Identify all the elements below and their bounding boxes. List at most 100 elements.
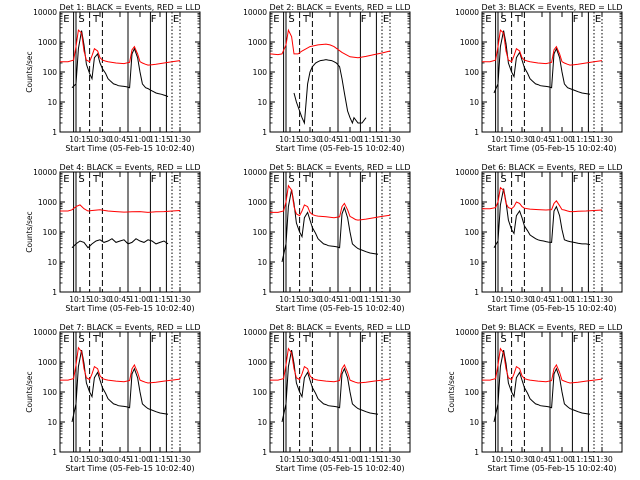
x-axis-label-4: Start Time (05-Feb-15 10:02:40) (65, 304, 194, 313)
region-label-1-3: F (151, 14, 157, 25)
x-tick-label-1-0: 10:15 (69, 135, 91, 144)
x-axis-label-7: Start Time (05-Feb-15 10:02:40) (65, 464, 194, 473)
series-line-3-0 (493, 30, 591, 95)
region-label-8-0: E (273, 334, 279, 345)
x-tick-label-5-2: 10:45 (319, 295, 341, 304)
x-tick-label-5-4: 11:15 (359, 295, 381, 304)
x-tick-label-5-3: 11:00 (339, 295, 361, 304)
x-axis-label-3: Start Time (05-Feb-15 10:02:40) (487, 144, 616, 153)
chart-title-1: Det 1: BLACK = Events, RED = LLD (60, 3, 201, 12)
series-line-8-0 (281, 350, 379, 423)
y-tick-label-3-2: 100 (465, 68, 480, 77)
region-label-4-1: S (78, 174, 84, 185)
plot-frame-4 (59, 171, 201, 293)
x-tick-label-1-2: 10:45 (109, 135, 131, 144)
region-label-4-4: E (173, 174, 179, 185)
y-tick-label-8-0: 1 (262, 448, 267, 457)
region-label-9-4: E (595, 334, 601, 345)
region-label-5-4: E (383, 174, 389, 185)
x-tick-label-8-3: 11:00 (339, 455, 361, 464)
series-line-2-0 (293, 59, 367, 125)
region-label-7-2: T (92, 334, 100, 345)
x-tick-label-2-0: 10:15 (279, 135, 301, 144)
x-tick-label-4-4: 11:15 (149, 295, 171, 304)
y-tick-label-8-2: 100 (253, 388, 268, 397)
x-tick-label-8-2: 10:45 (319, 455, 341, 464)
x-tick-label-3-0: 10:15 (491, 135, 513, 144)
region-label-5-3: F (361, 174, 367, 185)
y-axis-label-9: Counts/sec (447, 371, 456, 412)
y-tick-label-3-3: 1000 (460, 38, 479, 47)
x-tick-label-7-1: 10:30 (89, 455, 111, 464)
region-label-9-2: T (514, 334, 522, 345)
x-tick-label-9-3: 11:00 (551, 455, 573, 464)
y-tick-label-1-3: 1000 (38, 38, 57, 47)
x-tick-label-9-0: 10:15 (491, 455, 513, 464)
region-label-7-0: E (63, 334, 69, 345)
region-label-1-2: T (92, 14, 100, 25)
x-tick-label-9-5: 11:30 (591, 455, 613, 464)
plot-frame-8 (269, 331, 411, 453)
x-axis-label-6: Start Time (05-Feb-15 10:02:40) (487, 304, 616, 313)
region-label-4-0: E (63, 174, 69, 185)
y-tick-label-4-0: 1 (52, 288, 57, 297)
y-tick-label-9-1: 10 (469, 418, 479, 427)
y-tick-label-2-2: 100 (253, 68, 268, 77)
region-label-2-4: E (383, 14, 389, 25)
region-label-5-0: E (273, 174, 279, 185)
region-label-1-1: S (78, 14, 84, 25)
series-line-5-0 (281, 189, 379, 263)
series-line-1-1 (60, 29, 181, 66)
x-tick-label-9-4: 11:15 (571, 455, 593, 464)
x-tick-label-4-1: 10:30 (89, 295, 111, 304)
x-tick-label-3-2: 10:45 (531, 135, 553, 144)
region-label-4-2: T (92, 174, 100, 185)
chart-title-8: Det 8: BLACK = Events, RED = LLD (270, 323, 411, 332)
y-tick-label-4-4: 10000 (33, 168, 57, 177)
y-tick-label-6-4: 10000 (455, 168, 479, 177)
y-tick-label-2-1: 10 (257, 98, 267, 107)
region-label-6-4: E (595, 174, 601, 185)
chart-title-7: Det 7: BLACK = Events, RED = LLD (60, 323, 201, 332)
y-tick-label-9-4: 10000 (455, 328, 479, 337)
x-tick-label-3-5: 11:30 (591, 135, 613, 144)
x-axis-label-1: Start Time (05-Feb-15 10:02:40) (65, 144, 194, 153)
region-label-1-4: E (173, 14, 179, 25)
region-label-6-1: S (500, 174, 506, 185)
chart-title-2: Det 2: BLACK = Events, RED = LLD (270, 3, 411, 12)
x-axis-label-8: Start Time (05-Feb-15 10:02:40) (275, 464, 404, 473)
x-tick-label-7-0: 10:15 (69, 455, 91, 464)
x-tick-label-9-1: 10:30 (511, 455, 533, 464)
chart-title-6: Det 6: BLACK = Events, RED = LLD (482, 163, 623, 172)
x-tick-label-2-1: 10:30 (299, 135, 321, 144)
y-tick-label-5-3: 1000 (248, 198, 267, 207)
region-label-9-3: F (573, 334, 579, 345)
region-label-7-1: S (78, 334, 84, 345)
series-line-9-1 (482, 347, 603, 384)
series-line-4-0 (71, 238, 169, 249)
region-label-8-4: E (383, 334, 389, 345)
region-label-9-1: S (500, 334, 506, 345)
x-tick-label-2-5: 11:30 (379, 135, 401, 144)
region-label-6-3: F (573, 174, 579, 185)
plot-frame-7 (59, 331, 201, 453)
series-line-6-0 (493, 188, 591, 248)
y-tick-label-1-1: 10 (47, 98, 57, 107)
region-label-5-2: T (302, 174, 310, 185)
x-tick-label-3-4: 11:15 (571, 135, 593, 144)
y-tick-label-4-3: 1000 (38, 198, 57, 207)
plot-frame-1 (59, 11, 201, 133)
x-tick-label-1-5: 11:30 (169, 135, 191, 144)
x-tick-label-2-4: 11:15 (359, 135, 381, 144)
y-tick-label-7-0: 1 (52, 448, 57, 457)
x-tick-label-5-1: 10:30 (299, 295, 321, 304)
x-axis-label-9: Start Time (05-Feb-15 10:02:40) (487, 464, 616, 473)
y-tick-label-5-4: 10000 (243, 168, 267, 177)
y-tick-label-7-2: 100 (43, 388, 58, 397)
y-tick-label-4-2: 100 (43, 228, 58, 237)
x-tick-label-7-2: 10:45 (109, 455, 131, 464)
chart-title-5: Det 5: BLACK = Events, RED = LLD (270, 163, 411, 172)
x-tick-label-8-5: 11:30 (379, 455, 401, 464)
y-tick-label-7-1: 10 (47, 418, 57, 427)
x-axis-label-5: Start Time (05-Feb-15 10:02:40) (275, 304, 404, 313)
